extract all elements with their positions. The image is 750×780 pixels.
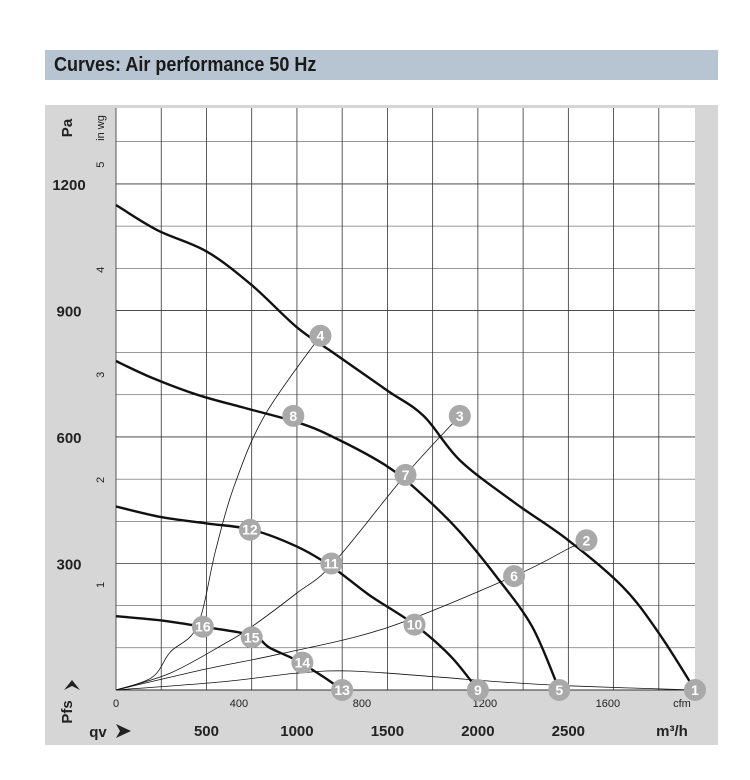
cfm-tick-label: 1600 [596, 698, 620, 710]
y-tick-label: 900 [56, 303, 81, 320]
x-tick-label: 500 [194, 723, 219, 740]
operating-point-label-6: 6 [510, 568, 518, 584]
operating-point-label-2: 2 [583, 532, 591, 548]
performance-curve-2 [115, 359, 561, 691]
performance-curve-4 [115, 615, 343, 691]
y-tick-label: 1200 [52, 177, 85, 194]
performance-curve-3 [115, 505, 479, 691]
operating-point-label-14: 14 [295, 655, 311, 671]
operating-point-10 [403, 613, 426, 636]
x-tick-label: 1500 [371, 723, 404, 740]
inwg-tick-label: 2 [95, 477, 107, 483]
operating-point-16 [191, 615, 214, 638]
inwg-tick-label: 5 [95, 162, 107, 168]
x-unit-label: m³/h [656, 723, 688, 740]
operating-point-label-4: 4 [317, 328, 325, 344]
operating-point-14 [291, 651, 314, 674]
x-axis-title: qv [89, 724, 107, 741]
operating-point-6 [503, 565, 526, 588]
operating-point-label-10: 10 [407, 617, 423, 633]
operating-point-label-5: 5 [555, 682, 563, 698]
title-bar: Curves: Air performance 50 Hz [45, 50, 718, 80]
inwg-unit-label: in wg [95, 115, 107, 141]
x-tick-label: 2000 [461, 723, 494, 740]
performance-curve-1 [115, 203, 697, 691]
operating-point-label-3: 3 [456, 408, 464, 424]
operating-point-label-8: 8 [289, 408, 297, 424]
operating-point-label-13: 13 [334, 682, 350, 698]
operating-point-2 [575, 529, 598, 552]
y-unit-label: Pa [59, 118, 76, 137]
operating-point-13 [331, 679, 354, 701]
operating-point-label-1: 1 [691, 682, 699, 698]
x-tick-label: 2500 [552, 723, 585, 740]
operating-point-11 [320, 552, 343, 575]
y-tick-label: 600 [56, 430, 81, 447]
operating-point-1 [684, 679, 706, 701]
x-tick-label: 1000 [280, 723, 313, 740]
operating-point-4 [309, 324, 332, 347]
inwg-tick-label: 1 [95, 582, 107, 588]
operating-point-5 [548, 679, 571, 701]
operating-point-label-15: 15 [244, 629, 260, 645]
cfm-tick-label: 800 [353, 698, 371, 710]
page-title: Curves: Air performance 50 Hz [54, 54, 317, 76]
plot-area [116, 108, 695, 690]
operating-point-12 [238, 518, 261, 541]
inwg-tick-label: 3 [95, 372, 107, 378]
operating-point-label-16: 16 [195, 619, 211, 635]
operating-point-label-9: 9 [474, 682, 482, 698]
cfm-tick-label: 0 [113, 698, 119, 710]
y-tick-label: 300 [56, 556, 81, 573]
system-curve-3 [115, 539, 587, 691]
operating-point-9 [466, 679, 489, 701]
operating-point-label-11: 11 [324, 555, 339, 571]
cfm-unit-label: cfm [673, 698, 691, 710]
operating-point-7 [394, 463, 417, 486]
inwg-tick-label: 4 [95, 267, 107, 273]
operating-point-3 [448, 404, 471, 427]
y-axis-title: Pfs [59, 700, 76, 723]
operating-point-8 [282, 404, 305, 427]
operating-point-label-7: 7 [402, 467, 410, 483]
x-axis-arrow-icon [116, 724, 131, 738]
y-axis-arrow-icon [64, 680, 80, 690]
cfm-tick-label: 400 [230, 698, 248, 710]
operating-point-label-12: 12 [242, 522, 258, 538]
system-curve-1 [115, 335, 321, 691]
operating-point-15 [240, 626, 263, 649]
cfm-tick-label: 1200 [473, 698, 497, 710]
